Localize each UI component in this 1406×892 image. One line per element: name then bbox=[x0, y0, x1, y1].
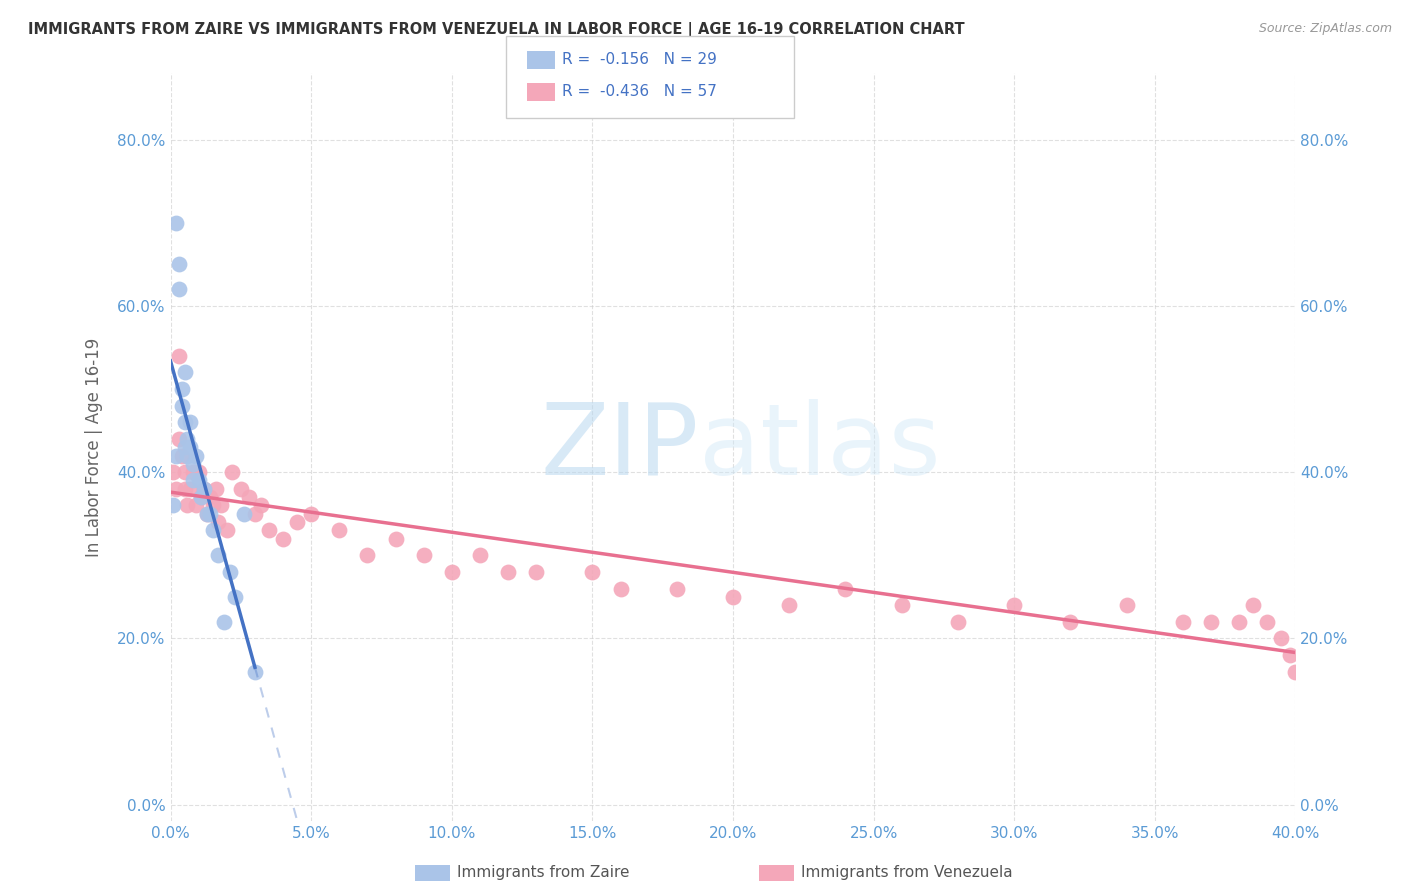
Text: atlas: atlas bbox=[699, 399, 941, 496]
Point bbox=[224, 590, 246, 604]
Point bbox=[187, 465, 209, 479]
Point bbox=[170, 449, 193, 463]
Point bbox=[212, 615, 235, 629]
Point bbox=[162, 499, 184, 513]
Point bbox=[184, 449, 207, 463]
Point bbox=[496, 565, 519, 579]
Point bbox=[170, 399, 193, 413]
Point bbox=[721, 590, 744, 604]
Point bbox=[173, 440, 195, 454]
Point bbox=[190, 490, 212, 504]
Point bbox=[218, 565, 240, 579]
Point bbox=[198, 490, 221, 504]
Point bbox=[243, 507, 266, 521]
Point bbox=[1002, 599, 1025, 613]
Point bbox=[946, 615, 969, 629]
Point bbox=[285, 515, 308, 529]
Point bbox=[238, 490, 260, 504]
Y-axis label: In Labor Force | Age 16-19: In Labor Force | Age 16-19 bbox=[86, 337, 103, 557]
Point bbox=[243, 665, 266, 679]
Point bbox=[1171, 615, 1194, 629]
Point bbox=[179, 415, 201, 429]
Point bbox=[1199, 615, 1222, 629]
Point bbox=[215, 524, 238, 538]
Point bbox=[167, 257, 190, 271]
Point bbox=[181, 474, 204, 488]
Point bbox=[179, 440, 201, 454]
Point bbox=[162, 465, 184, 479]
Point bbox=[173, 365, 195, 379]
Point bbox=[299, 507, 322, 521]
Point bbox=[193, 482, 215, 496]
Point bbox=[176, 499, 198, 513]
Point bbox=[1278, 648, 1301, 662]
Text: Immigrants from Zaire: Immigrants from Zaire bbox=[457, 865, 630, 880]
Point bbox=[665, 582, 688, 596]
Point bbox=[1227, 615, 1250, 629]
Point bbox=[209, 499, 232, 513]
Point bbox=[1059, 615, 1081, 629]
Point bbox=[184, 499, 207, 513]
Point bbox=[356, 549, 378, 563]
Point bbox=[173, 415, 195, 429]
Point bbox=[1270, 632, 1292, 646]
Point bbox=[201, 499, 224, 513]
Point bbox=[1115, 599, 1137, 613]
Point bbox=[170, 382, 193, 396]
Point bbox=[384, 532, 406, 546]
Point bbox=[834, 582, 856, 596]
Point bbox=[328, 524, 350, 538]
Point bbox=[195, 507, 218, 521]
Point bbox=[1241, 599, 1264, 613]
Point bbox=[609, 582, 631, 596]
Point bbox=[167, 282, 190, 296]
Point bbox=[165, 482, 187, 496]
Point bbox=[187, 474, 209, 488]
Point bbox=[412, 549, 434, 563]
Point bbox=[201, 524, 224, 538]
Point bbox=[229, 482, 252, 496]
Point bbox=[221, 465, 243, 479]
Point bbox=[207, 549, 229, 563]
Point bbox=[1256, 615, 1278, 629]
Point bbox=[193, 482, 215, 496]
Text: ZIP: ZIP bbox=[541, 399, 699, 496]
Point bbox=[204, 482, 226, 496]
Point bbox=[257, 524, 280, 538]
Point bbox=[271, 532, 294, 546]
Text: IMMIGRANTS FROM ZAIRE VS IMMIGRANTS FROM VENEZUELA IN LABOR FORCE | AGE 16-19 CO: IMMIGRANTS FROM ZAIRE VS IMMIGRANTS FROM… bbox=[28, 22, 965, 38]
Point bbox=[207, 515, 229, 529]
Point bbox=[195, 507, 218, 521]
Text: Immigrants from Venezuela: Immigrants from Venezuela bbox=[801, 865, 1014, 880]
Point bbox=[173, 465, 195, 479]
Point bbox=[890, 599, 912, 613]
Point bbox=[165, 216, 187, 230]
Point bbox=[181, 465, 204, 479]
Text: R =  -0.156   N = 29: R = -0.156 N = 29 bbox=[562, 53, 717, 67]
Point bbox=[181, 457, 204, 471]
Point bbox=[249, 499, 271, 513]
Point bbox=[190, 490, 212, 504]
Text: R =  -0.436   N = 57: R = -0.436 N = 57 bbox=[562, 85, 717, 99]
Point bbox=[524, 565, 547, 579]
Point bbox=[232, 507, 254, 521]
Point bbox=[179, 482, 201, 496]
Point bbox=[440, 565, 463, 579]
Point bbox=[468, 549, 491, 563]
Point bbox=[198, 507, 221, 521]
Point bbox=[173, 482, 195, 496]
Point bbox=[167, 349, 190, 363]
Point bbox=[176, 449, 198, 463]
Point bbox=[581, 565, 603, 579]
Text: Source: ZipAtlas.com: Source: ZipAtlas.com bbox=[1258, 22, 1392, 36]
Point bbox=[176, 432, 198, 446]
Point bbox=[778, 599, 800, 613]
Point bbox=[167, 432, 190, 446]
Point bbox=[165, 449, 187, 463]
Point bbox=[1284, 665, 1306, 679]
